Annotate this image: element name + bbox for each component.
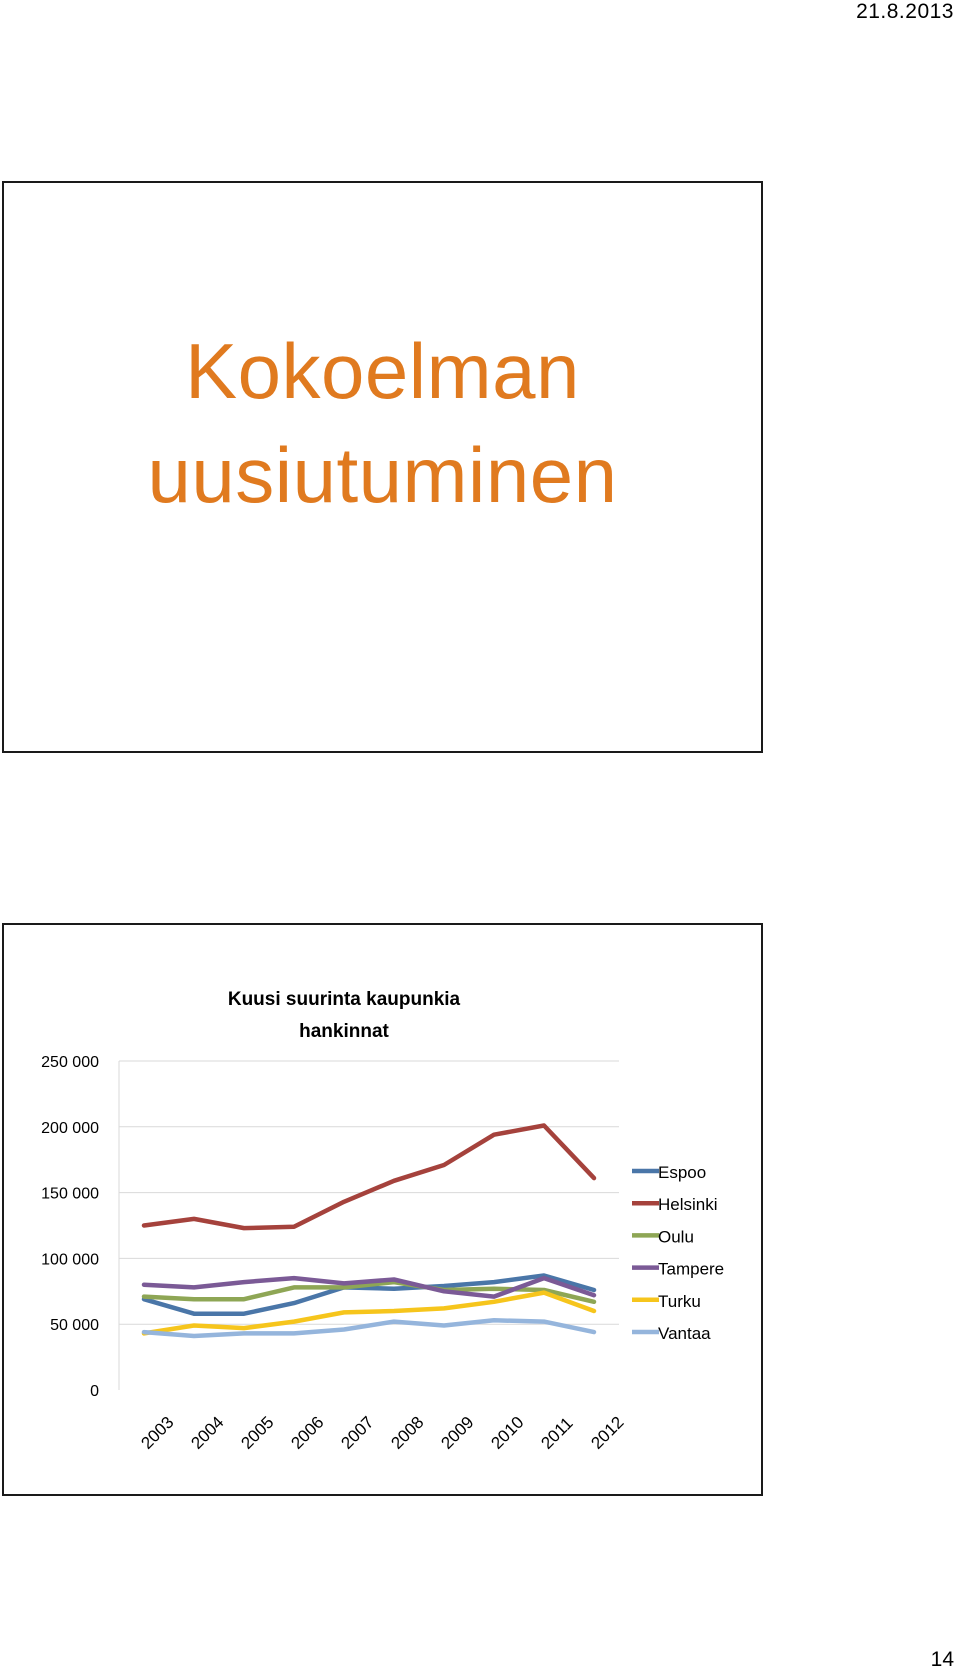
x-tick-label: 2006 [287,1413,327,1453]
x-tick-label: 2008 [387,1413,427,1453]
x-tick-label: 2004 [187,1413,227,1453]
legend-label-espoo: Espoo [658,1163,706,1182]
line-chart: Kuusi suurinta kaupunkia hankinnat 0 50 0… [41,989,724,1453]
page-number: 14 [930,1648,954,1671]
y-tick-label: 50 000 [50,1317,99,1334]
x-tick-label: 2010 [487,1413,527,1453]
legend-label-oulu: Oulu [658,1227,694,1246]
series-line-tampere [141,1275,597,1299]
x-tick-label: 2005 [237,1413,277,1453]
x-tick-label: 2011 [537,1414,576,1453]
slide-chart-card: Kuusi suurinta kaupunkia hankinnat 0 50 0… [2,923,763,1496]
chart-title-line-2: hankinnat [299,1021,389,1042]
series-line-helsinki [141,1123,597,1231]
legend-label-tampere: Tampere [658,1260,724,1279]
x-tick-label: 2012 [587,1413,627,1453]
x-tick-label: 2003 [137,1413,177,1453]
slide-title-card: Kokoelman uusiutuminen [2,181,763,753]
x-tick-label: 2009 [437,1413,477,1453]
y-tick-label: 250 000 [41,1054,99,1071]
slide-title-line-2: uusiutuminen [147,431,618,519]
y-tick-label: 100 000 [41,1251,99,1268]
legend-label-vantaa: Vantaa [658,1324,711,1343]
y-tick-label: 0 [90,1383,99,1400]
page-date: 21.8.2013 [856,0,954,23]
legend-label-helsinki: Helsinki [658,1195,718,1214]
series-line-vantaa [141,1318,597,1339]
series-line-espoo [141,1273,597,1316]
x-tick-label: 2007 [337,1413,377,1453]
chart-title-line-1: Kuusi suurinta kaupunkia [228,989,461,1010]
series-line-turku [141,1290,597,1336]
slide-title: Kokoelman uusiutuminen [4,319,761,527]
slide-title-line-1: Kokoelman [185,327,580,415]
legend-label-turku: Turku [658,1292,701,1311]
y-tick-label: 200 000 [41,1120,99,1137]
y-tick-label: 150 000 [41,1186,99,1203]
